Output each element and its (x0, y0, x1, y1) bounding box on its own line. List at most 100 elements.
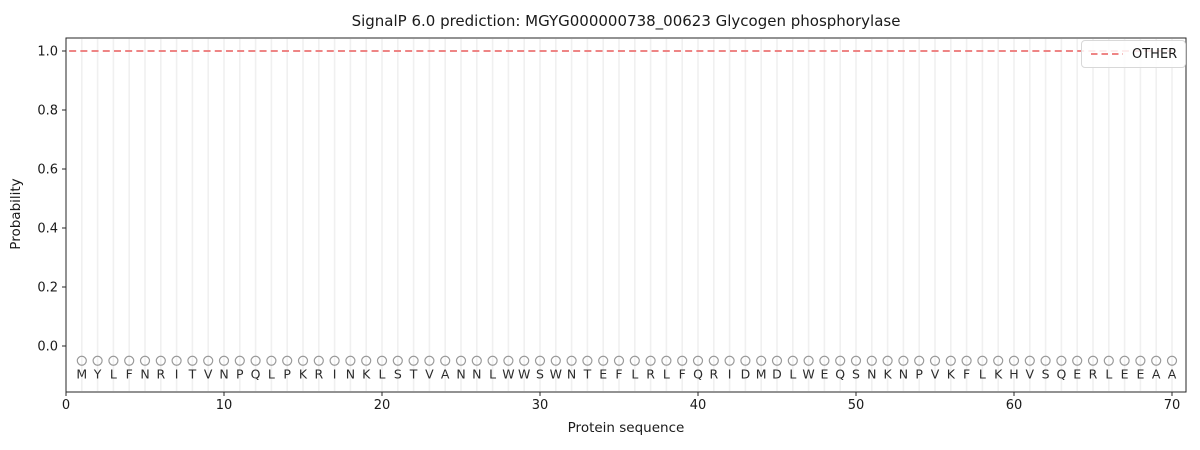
y-tick-label: 0.4 (37, 222, 58, 237)
residue-letter: N (456, 367, 465, 382)
residue-marker (677, 355, 688, 366)
residue-marker (914, 355, 925, 366)
residue-letter: L (631, 367, 638, 382)
residue-letter: M (76, 367, 87, 382)
residue-marker (835, 355, 846, 366)
residue-marker (345, 355, 356, 366)
residue-marker (645, 355, 656, 366)
residue-marker (408, 355, 419, 366)
residue-letter: M (756, 367, 767, 382)
residue-marker (171, 355, 182, 366)
residue-marker (629, 355, 640, 366)
residue-marker (866, 355, 877, 366)
y-tick-label: 0.8 (37, 104, 58, 119)
residue-letter: N (140, 367, 149, 382)
residue-letter: L (110, 367, 117, 382)
y-tick-label: 0.0 (37, 340, 58, 355)
residue-letter: K (947, 367, 956, 382)
residue-letter: L (979, 367, 986, 382)
residue-marker (708, 355, 719, 366)
residue-letter: L (489, 367, 496, 382)
residue-marker (471, 355, 482, 366)
residue-letter: P (236, 367, 244, 382)
residue-letter: W (802, 367, 814, 382)
residue-letter: E (599, 367, 607, 382)
residue-marker (692, 355, 704, 366)
residue-letter: V (1026, 367, 1035, 382)
y-tick-label: 1.0 (37, 45, 58, 60)
residue-marker (487, 355, 498, 366)
x-axis-label: Protein sequence (567, 420, 685, 436)
residue-letter: Q (835, 367, 845, 382)
residue-letter: N (567, 367, 576, 382)
residue-marker (392, 355, 403, 366)
residue-marker (1087, 355, 1099, 366)
residue-letter: Q (251, 367, 261, 382)
residue-marker (1040, 355, 1051, 366)
residue-marker (977, 355, 988, 366)
residue-marker (218, 355, 230, 366)
residue-letter: I (175, 367, 179, 382)
chart-title: SignalP 6.0 prediction: MGYG000000738_00… (351, 12, 901, 30)
residue-letter: T (188, 367, 197, 382)
residue-letter: E (1121, 367, 1129, 382)
residue-marker (929, 355, 941, 366)
residue-marker (1119, 355, 1130, 366)
residue-letter: K (883, 367, 892, 382)
residue-letter: N (472, 367, 481, 382)
residue-letter: A (1152, 367, 1161, 382)
residue-marker (455, 355, 467, 366)
residue-marker (898, 355, 909, 366)
residue-letter: S (394, 367, 402, 382)
residue-letter: P (283, 367, 291, 382)
residue-marker (756, 355, 767, 366)
residue-letter: R (1089, 367, 1098, 382)
residue-letter: L (379, 367, 386, 382)
residue-marker (582, 355, 593, 366)
residue-letter: S (852, 367, 860, 382)
residue-letter: L (268, 367, 275, 382)
residue-letter: Q (693, 367, 703, 382)
residue-marker (1008, 355, 1020, 366)
residue-marker (519, 355, 530, 366)
residue-marker (376, 355, 388, 366)
residue-letter: E (1136, 367, 1144, 382)
residue-marker (108, 355, 119, 366)
residue-marker (1135, 355, 1146, 366)
residue-letter: T (583, 367, 592, 382)
residue-letter: L (663, 367, 670, 382)
residue-letter: D (772, 367, 782, 382)
residue-letter: K (362, 367, 371, 382)
residue-marker (550, 355, 561, 366)
residue-marker (124, 355, 135, 366)
residue-letter: R (314, 367, 323, 382)
residue-marker (440, 355, 451, 366)
residue-letter: V (931, 367, 940, 382)
residue-marker (76, 355, 87, 366)
residue-marker (329, 355, 340, 366)
residue-marker (297, 355, 309, 366)
legend-label-other: OTHER (1132, 46, 1178, 62)
residue-marker (613, 355, 625, 366)
residue-marker (850, 355, 862, 366)
residue-letter: S (1042, 367, 1050, 382)
residue-marker (771, 355, 783, 366)
residue-marker (740, 355, 751, 366)
residue-marker (534, 355, 546, 366)
residue-letter: L (789, 367, 796, 382)
residue-marker (92, 355, 103, 366)
residue-letter: F (615, 367, 622, 382)
residue-marker (313, 355, 324, 366)
residue-marker (282, 355, 293, 366)
x-tick-label: 70 (1164, 398, 1181, 413)
residue-letter: N (899, 367, 908, 382)
residue-marker (787, 355, 798, 366)
residue-marker (566, 355, 577, 366)
residue-letter: W (502, 367, 514, 382)
x-tick-label: 20 (374, 398, 391, 413)
plot-border (65, 37, 1187, 393)
residue-letter: V (425, 367, 434, 382)
residue-marker (1072, 355, 1083, 366)
residue-marker (361, 355, 372, 366)
residue-letter: E (820, 367, 828, 382)
